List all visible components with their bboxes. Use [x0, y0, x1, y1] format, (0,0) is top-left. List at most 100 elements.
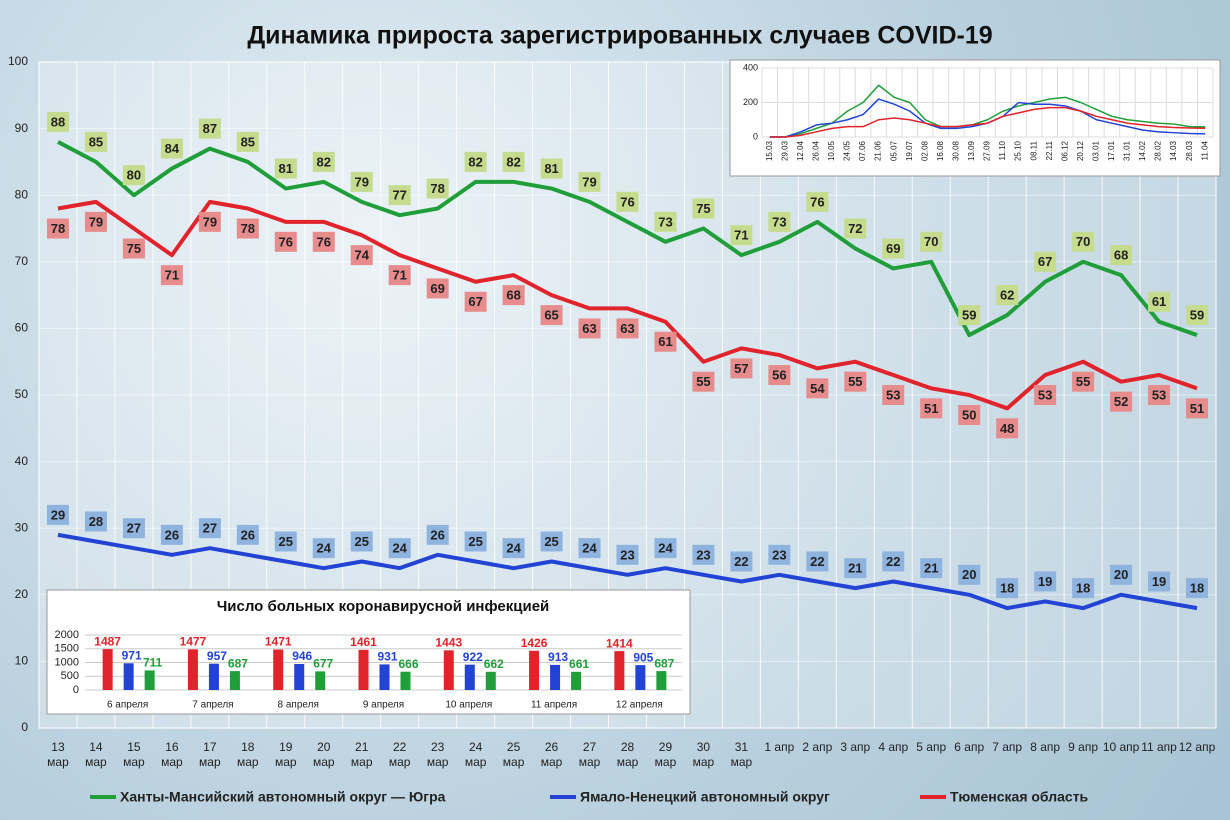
data-label-box — [540, 531, 563, 552]
x-tick-label: 1 апр — [764, 740, 795, 754]
data-label-box — [1186, 398, 1209, 419]
data-label: 79 — [354, 174, 368, 189]
x-tick-label: 18 мар — [237, 740, 259, 769]
data-label-box — [198, 211, 221, 232]
data-label-box — [616, 191, 639, 212]
data-label: 662 — [484, 657, 504, 671]
data-label-box — [654, 211, 677, 232]
data-label-box — [882, 385, 905, 406]
data-label-box — [958, 305, 981, 326]
legend-label: Ханты-Мансийский автономный округ — Югра — [120, 789, 446, 805]
bar — [614, 651, 625, 690]
x-tick-label: 26 мар — [540, 740, 563, 769]
data-label: 87 — [203, 121, 217, 136]
x-tick-label: 30.08 — [952, 140, 961, 161]
data-label: 61 — [1152, 294, 1166, 309]
y-tick-label: 40 — [15, 454, 29, 468]
x-tick-label: 29 мар — [654, 740, 677, 769]
data-label: 25 — [544, 534, 558, 549]
data-label: 24 — [658, 541, 673, 556]
x-tick-label: 7 апр — [992, 740, 1023, 754]
data-label: 80 — [127, 168, 141, 183]
data-label-box — [1186, 305, 1209, 326]
data-label-box — [46, 218, 69, 239]
data-label: 1461 — [350, 635, 377, 649]
data-label: 68 — [1114, 248, 1128, 263]
data-label: 1443 — [435, 635, 462, 649]
x-tick-label: 25 мар — [502, 740, 525, 769]
data-label-box — [388, 185, 411, 206]
data-label: 81 — [279, 161, 293, 176]
data-label-box — [692, 198, 715, 219]
x-tick-label: 24 мар — [464, 740, 487, 769]
data-label: 25 — [354, 534, 368, 549]
data-label-box — [920, 398, 943, 419]
data-label-box — [806, 551, 829, 572]
data-label: 78 — [241, 221, 255, 236]
data-label: 22 — [810, 554, 824, 569]
y-tick-label: 0 — [753, 131, 758, 141]
data-label-box — [426, 524, 449, 545]
data-label-box — [540, 305, 563, 326]
data-label-box — [540, 158, 563, 179]
data-label: 20 — [962, 567, 976, 582]
x-tick-label: 9 апреля — [363, 700, 404, 711]
data-label-box — [1148, 291, 1171, 312]
x-tick-label: 08.11 — [1029, 140, 1038, 160]
data-label: 79 — [89, 214, 103, 229]
data-label: 1471 — [265, 635, 292, 649]
data-label-box — [122, 518, 145, 539]
data-label-box — [958, 405, 981, 425]
data-label: 18 — [1000, 581, 1014, 596]
data-label: 1426 — [521, 636, 548, 650]
x-tick-label: 21.06 — [874, 140, 883, 161]
data-label: 19 — [1152, 574, 1166, 589]
x-tick-label: 2 апр — [802, 740, 833, 754]
data-label: 51 — [1190, 401, 1204, 416]
data-label-box — [464, 151, 487, 172]
data-label-box — [616, 544, 639, 565]
inset-frame — [729, 59, 1221, 177]
data-label-box — [768, 211, 791, 232]
x-tick-label: 05.07 — [889, 140, 898, 161]
data-label: 69 — [430, 281, 444, 296]
x-tick-label: 10 апр — [1102, 740, 1140, 754]
data-label: 957 — [207, 649, 227, 663]
data-label: 1414 — [606, 636, 633, 650]
x-tick-label: 27 мар — [578, 740, 601, 769]
data-label: 687 — [228, 656, 248, 670]
data-label: 79 — [203, 214, 217, 229]
chart-title: Динамика прироста зарегистрированных слу… — [247, 22, 992, 50]
data-label: 18 — [1190, 581, 1204, 596]
bar — [550, 664, 561, 690]
data-label: 70 — [924, 234, 938, 249]
data-label: 53 — [1152, 387, 1166, 402]
data-label-box — [996, 285, 1019, 306]
data-label: 74 — [354, 248, 369, 263]
y-tick-label: 10 — [15, 654, 29, 668]
data-label: 946 — [292, 649, 312, 663]
x-tick-label: 03.01 — [1091, 140, 1100, 161]
bar — [656, 671, 667, 690]
x-tick-label: 11 апр — [1141, 740, 1177, 754]
bar — [443, 650, 454, 690]
y-tick-label: 500 — [61, 670, 79, 682]
data-label-box — [958, 564, 981, 585]
data-label-box — [198, 518, 221, 539]
data-label-box — [616, 318, 639, 339]
x-tick-label: 12 апр — [1178, 740, 1216, 754]
data-label: 1487 — [94, 634, 121, 648]
series-line — [57, 199, 1198, 411]
data-label: 971 — [122, 648, 142, 662]
data-label: 48 — [1000, 421, 1014, 436]
x-tick-label: 24.05 — [843, 140, 852, 161]
data-label-box — [1110, 245, 1133, 266]
data-label: 19 — [1038, 574, 1052, 589]
x-tick-label: 06.12 — [1060, 140, 1069, 161]
bar — [571, 671, 582, 690]
data-label-box — [236, 218, 259, 239]
x-tick-label: 15.03 — [765, 140, 774, 161]
data-label-box — [350, 245, 373, 266]
y-tick-label: 0 — [73, 684, 79, 696]
x-tick-label: 23 мар — [426, 740, 449, 769]
